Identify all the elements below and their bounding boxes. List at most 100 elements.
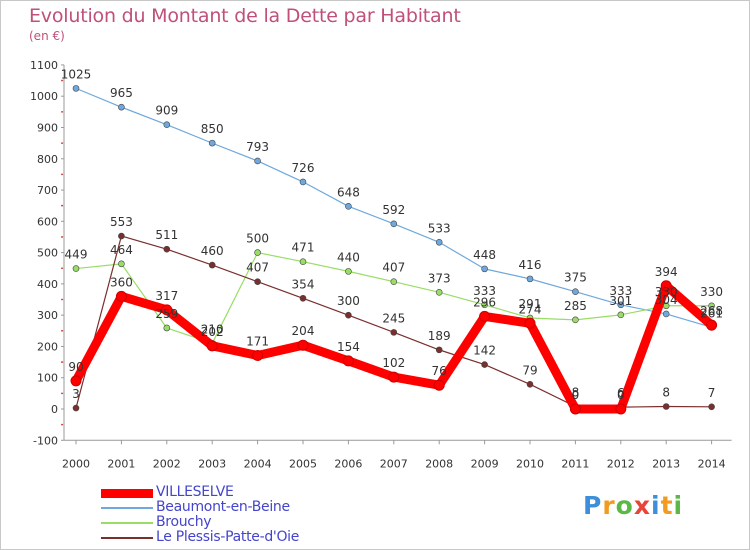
logo-letter: i [651,491,661,520]
data-label: 407 [382,261,405,275]
data-label: 79 [522,363,537,377]
logo-letter: t [660,491,674,520]
data-label: 142 [473,344,496,358]
legend-label: VILLESELVE [156,484,234,500]
data-label: 304 [655,293,678,307]
data-point [345,311,352,319]
data-label: 460 [201,244,224,258]
data-point [569,403,581,415]
data-point [617,301,625,309]
y-tick-label: 1100 [30,59,58,72]
data-point [524,317,536,329]
data-point [572,316,579,324]
chart-unit-label: (en €) [29,29,65,43]
data-labels-layer: 1025965909850793726648592533448416375333… [61,67,723,402]
y-tick-label: -100 [33,434,58,447]
data-label: 291 [519,297,542,311]
data-label: 261 [700,306,723,320]
data-label: 202 [201,325,224,339]
y-minor-tick-dot [61,236,63,238]
data-label: 317 [155,289,178,303]
data-label: 0 [572,388,580,402]
x-tick-label: 2004 [244,457,272,470]
data-label: 154 [337,340,360,354]
legend-swatch [101,488,153,498]
data-point [299,178,307,186]
x-tick-label: 2001 [107,457,135,470]
data-label: 6 [617,386,625,400]
y-minor-tick-dot [61,298,63,301]
data-label: 360 [110,275,133,289]
data-point [435,346,443,354]
y-minor-tick-dot [61,110,63,113]
y-minor-tick-dot [61,267,63,270]
data-label: 171 [246,335,269,349]
data-point [299,294,307,302]
proxiti-logo: Proxiti [583,491,683,520]
data-label: 553 [110,215,133,229]
data-point [70,375,82,387]
data-point [163,324,171,332]
data-point [118,260,125,268]
data-label: 204 [292,324,315,338]
data-label: 102 [382,356,405,370]
data-label: 301 [609,294,632,308]
data-label: 471 [292,241,315,255]
data-label: 8 [572,385,580,399]
legend-swatch [101,507,153,509]
logo-letter: P [583,491,603,520]
y-tick-label: 300 [37,309,58,322]
logo-letter: i [673,491,684,520]
y-tick-label: 1000 [30,90,58,103]
data-point [118,103,125,111]
data-label: 464 [110,243,133,257]
data-point [390,329,398,336]
data-point [254,278,261,285]
y-minor-tick-dot [61,329,63,332]
data-point [345,203,352,210]
data-label: 1025 [61,67,92,81]
data-label: 7 [708,386,716,400]
data-label: 3 [72,387,80,401]
data-point [252,350,264,362]
data-point [72,265,80,272]
x-tick-label: 2012 [607,457,635,470]
data-point [72,85,80,92]
y-tick-label: 700 [37,184,58,197]
data-label: 285 [564,299,587,313]
data-point [390,278,398,285]
data-point [481,361,488,368]
data-point [662,403,670,410]
data-point [390,220,398,228]
data-point [526,275,534,283]
data-label: 330 [700,285,723,299]
x-tick-label: 2014 [698,457,726,470]
data-point [435,289,443,296]
data-point [481,301,488,309]
data-label: 8 [662,385,670,399]
y-minor-tick-dot [61,173,63,176]
logo-letter: r [602,491,616,520]
data-point [433,379,445,391]
data-point [479,310,491,322]
x-tick-label: 2002 [153,457,181,470]
y-minor-tick-dot [61,361,63,363]
data-point [163,245,171,253]
data-label: 375 [564,271,587,285]
data-point [254,249,261,256]
series-beaumont-en-beine [72,85,715,331]
y-tick-label: 800 [37,153,58,166]
data-label: 407 [246,261,269,275]
data-label: 533 [428,221,451,235]
x-tick-label: 2010 [516,457,544,470]
data-label: 448 [473,248,496,262]
series-layer [70,85,718,415]
data-point [617,311,625,319]
chart-axes: -100010020030040050060070080090010001100… [30,59,732,470]
data-label: 511 [155,228,178,242]
data-label: 300 [337,294,360,308]
data-label: 333 [473,284,496,298]
y-tick-label: 0 [51,403,58,416]
data-point [118,232,125,240]
